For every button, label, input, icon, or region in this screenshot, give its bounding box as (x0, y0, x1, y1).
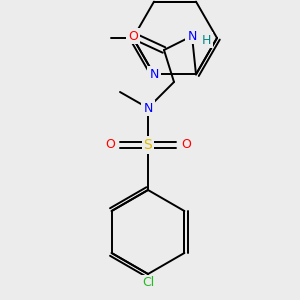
Text: N: N (149, 68, 159, 81)
Text: N: N (187, 29, 197, 43)
Text: O: O (181, 139, 191, 152)
Text: N: N (143, 101, 153, 115)
Text: O: O (105, 139, 115, 152)
Text: H: H (201, 34, 211, 46)
Text: S: S (144, 138, 152, 152)
Text: Cl: Cl (142, 277, 154, 290)
Text: O: O (128, 29, 138, 43)
